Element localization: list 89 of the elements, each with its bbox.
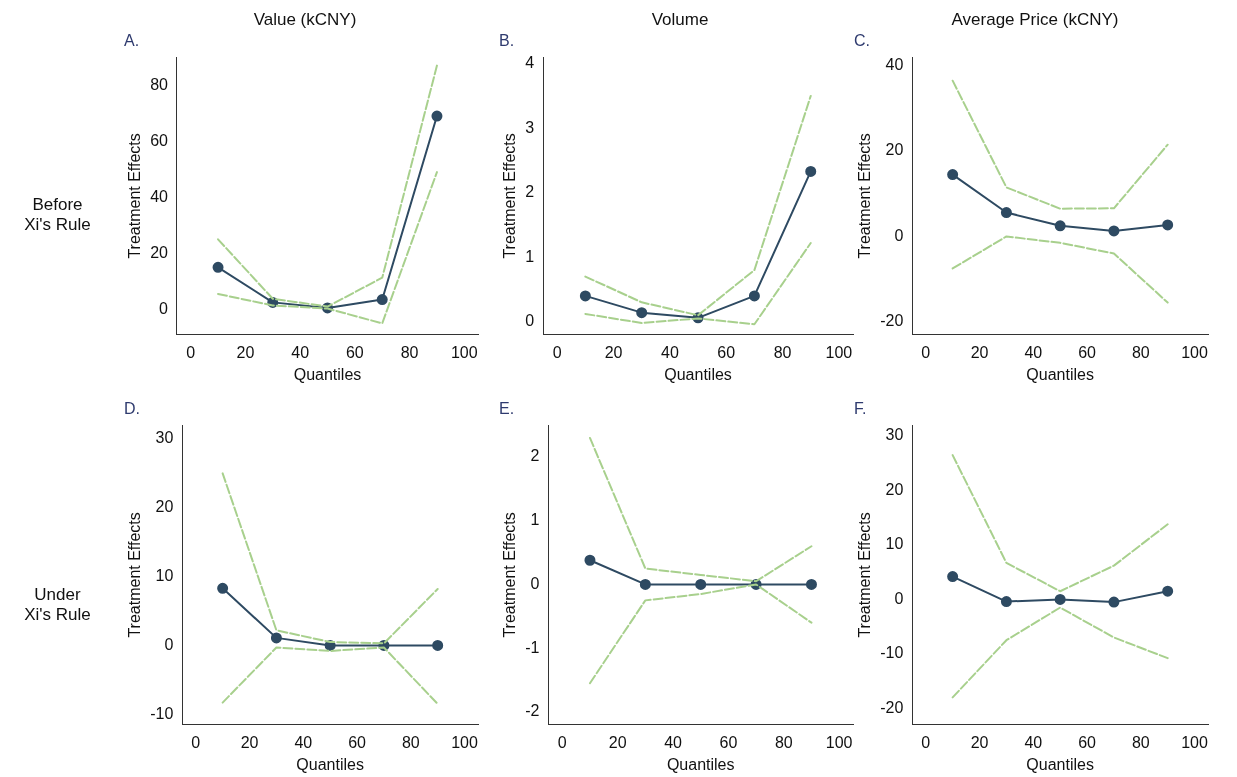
x-tick-label: 20 — [240, 733, 259, 751]
y-tick-label: 4 — [525, 54, 535, 72]
x-tick-label: 40 — [1024, 343, 1043, 361]
y-tick-label: 1 — [530, 511, 540, 529]
y-tick-label: 0 — [164, 635, 174, 653]
text: Before Xi's Rule — [23, 195, 92, 235]
x-tick-label: 0 — [191, 733, 201, 751]
y-tick-label: 0 — [159, 299, 169, 317]
chart-title: D. — [124, 400, 140, 418]
x-tick-label: 20 — [970, 343, 989, 361]
x-tick-label: 80 — [1131, 733, 1150, 751]
y-tick-label: -20 — [880, 698, 904, 716]
x-tick-label: 100 — [450, 343, 478, 361]
x-axis-title: Quantiles — [666, 755, 735, 773]
y-axis-title: Treatment Effects — [501, 133, 519, 259]
y-tick-label: 20 — [155, 498, 174, 516]
y-tick-label: -2 — [525, 702, 540, 720]
chart-title: F. — [854, 400, 867, 418]
x-tick-label: 80 — [401, 733, 420, 751]
x-tick-label: 0 — [186, 343, 196, 361]
x-tick-label: 0 — [552, 343, 562, 361]
chart-subtitle: A. — [124, 32, 140, 50]
x-tick-label: 60 — [348, 733, 367, 751]
chart-subtitle: C. — [854, 32, 870, 50]
y-tick-label: 60 — [150, 131, 169, 149]
y-tick-label: 40 — [150, 187, 169, 205]
y-tick-label: 30 — [885, 426, 904, 444]
x-tick-label: 100 — [451, 733, 479, 751]
x-tick-label: 100 — [825, 733, 853, 751]
x-tick-label: 60 — [345, 343, 364, 361]
y-tick-label: 1 — [525, 247, 535, 265]
y-tick-label: 10 — [155, 567, 174, 585]
x-tick-label: 0 — [557, 733, 567, 751]
x-tick-label: 0 — [921, 343, 931, 361]
y-axis-title: Treatment Effects — [501, 512, 519, 638]
y-tick-label: 2 — [525, 183, 535, 201]
chart-subtitle: B. — [499, 32, 515, 50]
y-tick-label: 0 — [894, 589, 904, 607]
x-tick-label: 80 — [400, 343, 419, 361]
x-tick-label: 80 — [1131, 343, 1150, 361]
x-tick-label: 100 — [825, 343, 853, 361]
x-tick-label: 60 — [717, 343, 736, 361]
y-tick-label: 0 — [525, 312, 535, 330]
y-tick-label: 2 — [530, 447, 540, 465]
y-tick-label: -20 — [880, 312, 904, 330]
x-axis-title: Quantiles — [1026, 755, 1094, 773]
y-tick-label: 0 — [530, 574, 540, 592]
chart-title: Value (kCNY) — [252, 10, 358, 30]
x-tick-label: 40 — [660, 343, 679, 361]
y-tick-label: -10 — [880, 644, 904, 662]
x-tick-label: 20 — [608, 733, 627, 751]
x-axis-title: Quantiles — [1026, 365, 1094, 383]
x-tick-label: 40 — [664, 733, 683, 751]
y-tick-label: 20 — [885, 141, 904, 159]
x-tick-label: 100 — [1181, 343, 1209, 361]
chart-title: Volume — [650, 10, 710, 30]
x-tick-label: 40 — [294, 733, 313, 751]
x-tick-label: 60 — [719, 733, 738, 751]
y-tick-label: 20 — [150, 243, 169, 261]
x-axis-title: Quantiles — [296, 755, 364, 773]
x-tick-label: 60 — [1078, 733, 1097, 751]
x-axis-title: Quantiles — [293, 365, 362, 383]
x-tick-label: 80 — [773, 343, 792, 361]
x-tick-label: 40 — [291, 343, 310, 361]
y-tick-label: 30 — [155, 429, 174, 447]
y-axis-title: Treatment Effects — [856, 133, 874, 259]
x-tick-label: 100 — [1181, 733, 1209, 751]
y-tick-label: -1 — [525, 638, 540, 656]
y-axis-title: Treatment Effects — [856, 512, 874, 638]
x-axis-title: Quantiles — [664, 365, 732, 383]
chart-title: Average Price (kCNY) — [950, 10, 1120, 30]
x-tick-label: 80 — [774, 733, 793, 751]
y-tick-label: 20 — [885, 480, 904, 498]
x-tick-label: 40 — [1024, 733, 1043, 751]
y-axis-title: Treatment Effects — [126, 133, 144, 259]
x-tick-label: 60 — [1078, 343, 1097, 361]
y-tick-label: 0 — [894, 226, 904, 244]
text: Under Xi's Rule — [23, 585, 92, 625]
y-tick-label: 80 — [150, 75, 169, 93]
chart-title: E. — [499, 400, 515, 418]
y-tick-label: 40 — [885, 56, 904, 74]
x-tick-label: 0 — [921, 733, 931, 751]
y-tick-label: -10 — [150, 704, 174, 722]
x-tick-label: 20 — [236, 343, 255, 361]
x-tick-label: 20 — [970, 733, 989, 751]
y-axis-title: Treatment Effects — [126, 512, 144, 638]
y-tick-label: 10 — [885, 535, 904, 553]
x-tick-label: 20 — [604, 343, 623, 361]
y-tick-label: 3 — [525, 118, 535, 136]
